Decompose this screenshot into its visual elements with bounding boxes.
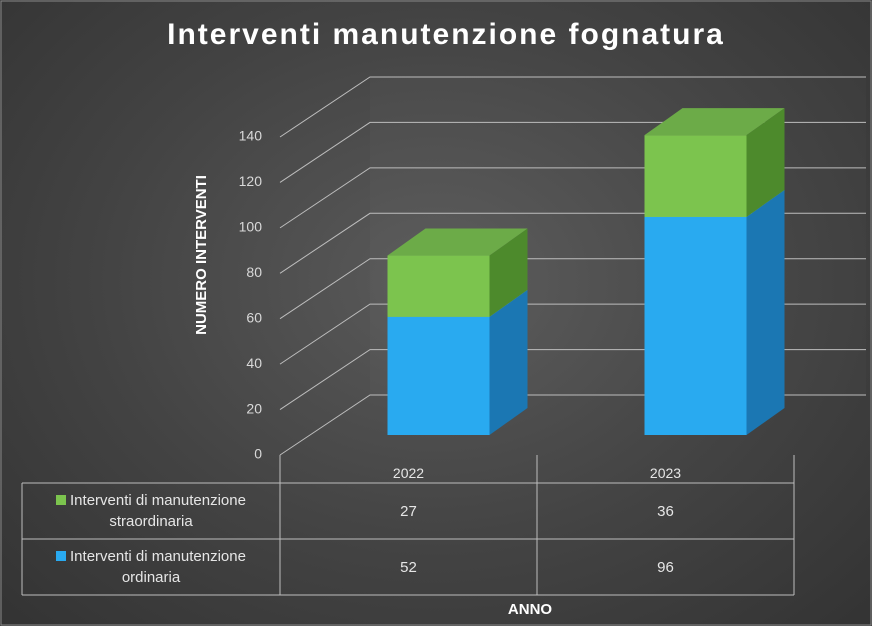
bar-side [746,108,785,217]
chart-title: Interventi manutenzione fognatura [167,18,725,51]
table-value: 96 [657,558,674,576]
bar-top [644,108,785,136]
legend-entry: Interventi di manutenzione ordinaria [26,546,276,588]
y-tick-label: 140 [239,128,263,144]
legend-label: Interventi di manutenzione straordinaria [70,492,246,530]
x-axis-label: ANNO [508,601,552,618]
table-value: 52 [400,558,417,576]
x-tick-label: 2023 [649,464,682,481]
bar-side [746,189,785,435]
grid-line [279,76,866,138]
y-tick-label: 120 [239,173,263,189]
legend-swatch [56,495,67,505]
y-tick-label: 0 [254,446,262,462]
y-tick-label: 20 [246,400,262,416]
bar-side [489,228,528,317]
y-tick-label: 80 [246,264,262,280]
bar [387,316,490,435]
bar [644,135,747,217]
y-axis-label: NUMERO INTERVENTI [193,175,210,335]
y-tick-label: 40 [246,355,262,371]
x-tick-label: 2022 [392,464,425,481]
bar [644,216,747,435]
bar-side [489,289,528,435]
bar [387,255,490,317]
y-tick-label: 60 [246,309,262,325]
bar-top [387,228,528,256]
legend-cell: Interventi di manutenzione straordinaria [22,483,280,539]
table-value: 27 [400,502,417,520]
table-value: 36 [657,502,674,520]
legend-label: Interventi di manutenzione ordinaria [70,548,246,586]
legend-entry: Interventi di manutenzione straordinaria [26,490,276,532]
legend-cell: Interventi di manutenzione ordinaria [22,539,280,595]
legend-swatch [56,551,67,561]
y-tick-label: 100 [239,219,263,235]
